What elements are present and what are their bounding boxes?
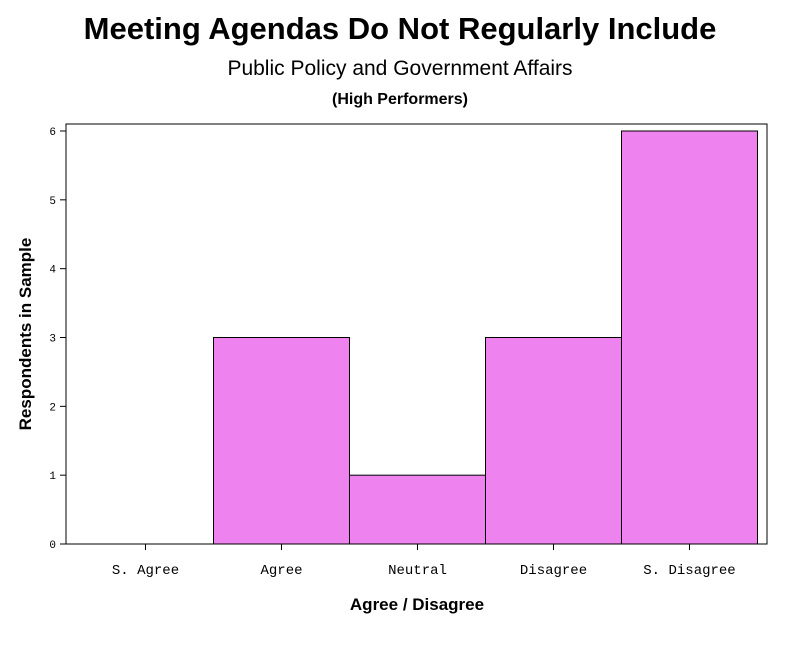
x-tick-label: Agree [260, 563, 302, 579]
y-tick-label: 0 [49, 540, 56, 552]
y-tick-label: 1 [49, 471, 56, 483]
x-axis-label: Agree / Disagree [350, 595, 484, 614]
chart-subsubtitle: (High Performers) [332, 91, 468, 108]
y-tick-label: 3 [49, 334, 56, 346]
x-axis: S. Agree Agree Neutral Disagree S. Disagree [112, 544, 736, 579]
bar-agree [213, 337, 350, 545]
bar-neutral [349, 474, 486, 545]
y-tick-label: 5 [49, 196, 56, 208]
x-tick-label: Disagree [520, 563, 587, 579]
x-tick-label: S. Agree [112, 563, 179, 579]
y-axis: 0 1 2 3 4 5 6 [49, 127, 66, 552]
y-axis-label: Respondents in Sample [16, 238, 35, 431]
bars-group [213, 130, 758, 545]
x-tick-label: Neutral [388, 563, 447, 579]
y-tick-label: 4 [49, 265, 56, 277]
bar-s-disagree [621, 130, 758, 545]
chart-subtitle: Public Policy and Government Affairs [227, 57, 572, 80]
x-tick-label: S. Disagree [643, 563, 735, 579]
chart-title: Meeting Agendas Do Not Regularly Include [84, 11, 717, 46]
y-tick-label: 6 [49, 127, 56, 139]
y-tick-label: 2 [49, 402, 56, 414]
bar-disagree [485, 337, 622, 545]
